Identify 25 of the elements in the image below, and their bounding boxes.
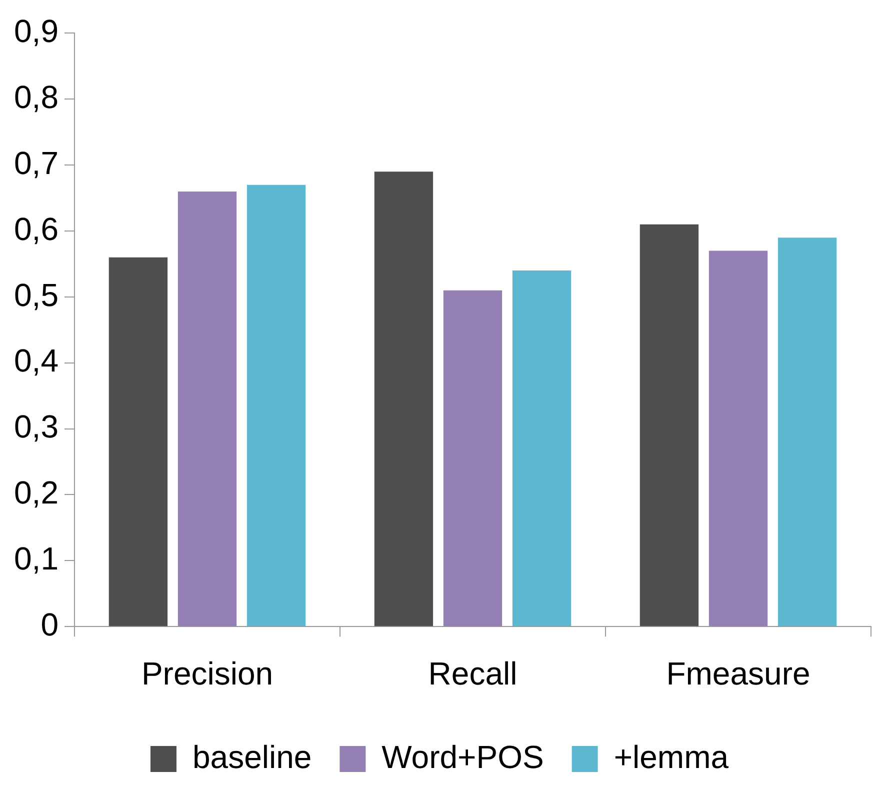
bar <box>443 290 502 626</box>
y-tick-label: 0,4 <box>14 342 58 379</box>
bar <box>708 250 768 626</box>
bar <box>178 191 237 626</box>
y-tick-label: 0,2 <box>14 474 58 511</box>
x-tick-label: Recall <box>428 656 518 692</box>
y-tick-label: 0,8 <box>14 78 58 115</box>
legend-label: baseline <box>192 738 312 775</box>
bar <box>640 224 699 626</box>
x-tick-label: Fmeasure <box>666 656 810 692</box>
x-tick-label: Precision <box>141 656 274 692</box>
legend-label: Word+POS <box>382 738 544 775</box>
y-tick-label: 0,7 <box>14 144 58 181</box>
y-tick-label: 0,3 <box>14 408 58 445</box>
y-tick-label: 0,9 <box>14 13 58 50</box>
y-tick-label: 0,1 <box>14 540 58 576</box>
bar <box>778 238 837 626</box>
y-tick-label: 0,5 <box>14 276 58 313</box>
y-tick-label: 0 <box>40 606 58 642</box>
bar <box>512 270 572 626</box>
bar <box>374 172 434 626</box>
bar <box>246 184 306 626</box>
y-tick-label: 0,6 <box>14 210 58 247</box>
bar <box>108 257 168 626</box>
legend-label: +lemma <box>614 738 729 775</box>
